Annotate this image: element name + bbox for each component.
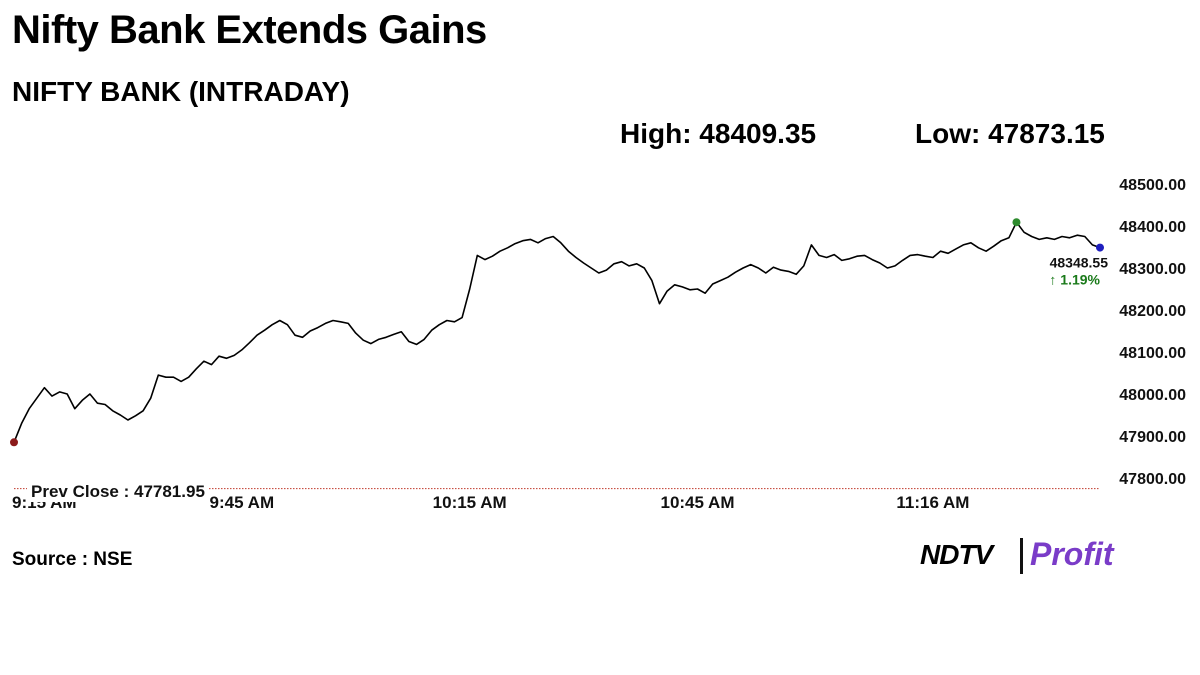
last-point [1096,243,1104,252]
y-tick-label: 48300.00 [1119,261,1186,278]
logo-product: Profit [1030,536,1114,572]
source-label: Source : NSE [12,549,133,570]
prev-close-label-bg [27,481,209,502]
prev-close-label: Prev Close : 47781.95 [31,482,205,501]
chart-title: NIFTY BANK (INTRADAY) [12,76,350,107]
change-percent-label: ↑ 1.19% [1049,272,1100,288]
logo-divider [1020,538,1023,574]
high-value: High: 48409.35 [620,118,817,149]
last-value-label: 48348.55 [1050,255,1109,271]
price-series-line [13,221,1101,443]
x-tick-label: 9:45 AM [210,493,275,512]
y-tick-label: 48000.00 [1119,387,1186,404]
intraday-chart: 48500.00 48400.00 48300.00 48200.00 48100.00… [10,177,1186,512]
y-tick-label: 47900.00 [1119,429,1186,446]
y-tick-label: 47800.00 [1119,471,1186,488]
open-point [10,438,18,447]
y-tick-label: 48500.00 [1119,177,1186,194]
low-value: Low: 47873.15 [915,118,1105,149]
y-tick-label: 48400.00 [1119,219,1186,236]
headline: Nifty Bank Extends Gains [12,8,487,52]
ndtv-profit-logo: NDTV Profit [920,536,1130,578]
y-tick-label: 48200.00 [1119,303,1186,320]
y-tick-label: 48100.00 [1119,345,1186,362]
x-tick-label: 10:45 AM [660,493,734,512]
x-tick-label: 10:15 AM [433,493,507,512]
high-point [1012,218,1021,227]
logo-brand: NDTV [920,539,993,570]
x-tick-label: 11:16 AM [896,493,969,512]
